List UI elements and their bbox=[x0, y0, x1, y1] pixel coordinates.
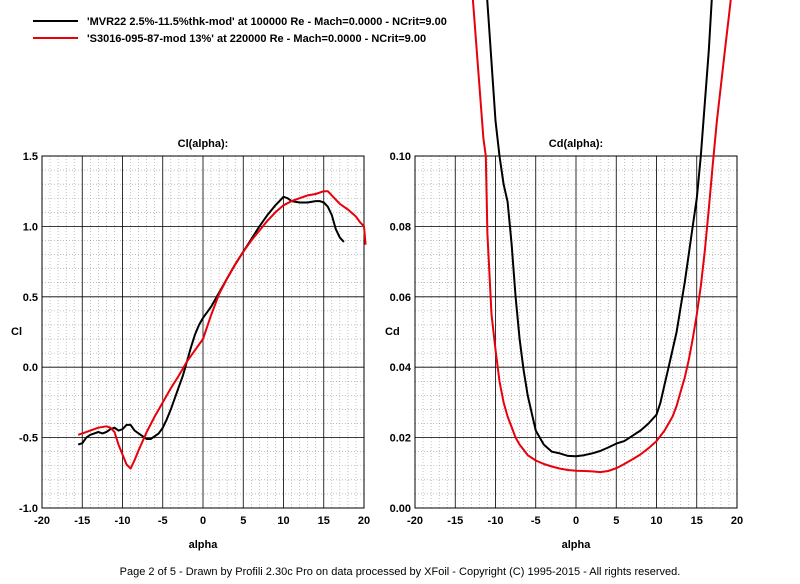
cl-x-tick-label: -5 bbox=[158, 515, 168, 527]
cd-series-s3016 bbox=[471, 0, 732, 474]
cd-alpha-chart: Cd(alpha): -20 -15 -10 -5 0 5 10 15 20 0.00 0.02 0.… bbox=[385, 0, 743, 551]
cl-y-tick-label: -0.5 bbox=[19, 433, 38, 445]
cl-y-axis-label: Cl bbox=[11, 326, 22, 338]
cl-chart-title: Cl(alpha): bbox=[178, 138, 229, 150]
cl-y-tick-label: -1.0 bbox=[19, 503, 38, 515]
cd-y-axis-label: Cd bbox=[385, 326, 400, 338]
cd-x-tick-label: -15 bbox=[447, 515, 463, 527]
cl-y-tick-label: 0.0 bbox=[23, 362, 38, 374]
cl-x-tick-label: -15 bbox=[74, 515, 90, 527]
cd-x-tick-label: 10 bbox=[650, 515, 662, 527]
cd-y-tick-label: 0.10 bbox=[390, 151, 411, 163]
cl-tick-labels: -20 -15 -10 -5 0 5 10 15 20 -1.0 -0.5 0.0 0.5 1.0 1.5 bbox=[19, 151, 370, 527]
cd-grid bbox=[414, 155, 738, 509]
cd-x-tick-label: 0 bbox=[573, 515, 579, 527]
cd-y-tick-label: 0.06 bbox=[390, 292, 411, 304]
cl-x-tick-label: 5 bbox=[240, 515, 246, 527]
cd-x-tick-label: -20 bbox=[407, 515, 423, 527]
cl-grid bbox=[41, 155, 365, 509]
cl-series-s3016 bbox=[77, 190, 367, 470]
cl-alpha-chart: Cl(alpha): -20 -15 -10 -5 0 5 10 15 20 -1.0 -0.5 0.… bbox=[11, 138, 370, 551]
cl-x-tick-label: 0 bbox=[200, 515, 206, 527]
legend-label-mvr22: 'MVR22 2.5%-11.5%thk-mod' at 100000 Re -… bbox=[87, 16, 447, 28]
cl-x-tick-label: 20 bbox=[358, 515, 370, 527]
cd-series-mvr22 bbox=[486, 0, 713, 458]
cl-y-tick-label: 1.5 bbox=[23, 151, 38, 163]
cl-x-tick-label: 10 bbox=[277, 515, 289, 527]
cd-x-tick-label: -5 bbox=[531, 515, 541, 527]
cd-x-tick-label: 20 bbox=[731, 515, 743, 527]
cd-x-tick-label: -10 bbox=[488, 515, 504, 527]
cl-series bbox=[77, 190, 367, 470]
cd-y-tick-label: 0.00 bbox=[390, 503, 411, 515]
cd-y-tick-label: 0.02 bbox=[390, 433, 411, 445]
legend: 'MVR22 2.5%-11.5%thk-mod' at 100000 Re -… bbox=[33, 16, 447, 45]
cl-plot-frame bbox=[41, 155, 365, 509]
cd-series bbox=[471, 0, 732, 474]
cd-x-tick-label: 15 bbox=[691, 515, 703, 527]
cl-y-tick-label: 1.0 bbox=[23, 221, 38, 233]
cd-y-tick-label: 0.08 bbox=[390, 221, 411, 233]
cl-x-tick-label: 15 bbox=[318, 515, 330, 527]
cl-y-tick-label: 0.5 bbox=[23, 292, 38, 304]
cl-x-tick-label: -20 bbox=[34, 515, 50, 527]
cl-x-axis-label: alpha bbox=[189, 539, 219, 551]
footer-credit: Page 2 of 5 - Drawn by Profili 2.30c Pro… bbox=[119, 566, 681, 578]
cd-tick-labels: -20 -15 -10 -5 0 5 10 15 20 0.00 0.02 0.04 0.06 0.08 0… bbox=[390, 151, 744, 527]
cd-x-axis-label: alpha bbox=[562, 539, 592, 551]
cd-chart-title: Cd(alpha): bbox=[549, 138, 603, 150]
polar-charts: 'MVR22 2.5%-11.5%thk-mod' at 100000 Re -… bbox=[11, 0, 743, 551]
cd-plot-frame bbox=[414, 155, 738, 509]
legend-label-s3016: 'S3016-095-87-mod 13%' at 220000 Re - Ma… bbox=[87, 33, 426, 45]
cl-x-tick-label: -10 bbox=[115, 515, 131, 527]
cd-y-tick-label: 0.04 bbox=[390, 362, 412, 374]
cd-x-tick-label: 5 bbox=[613, 515, 619, 527]
